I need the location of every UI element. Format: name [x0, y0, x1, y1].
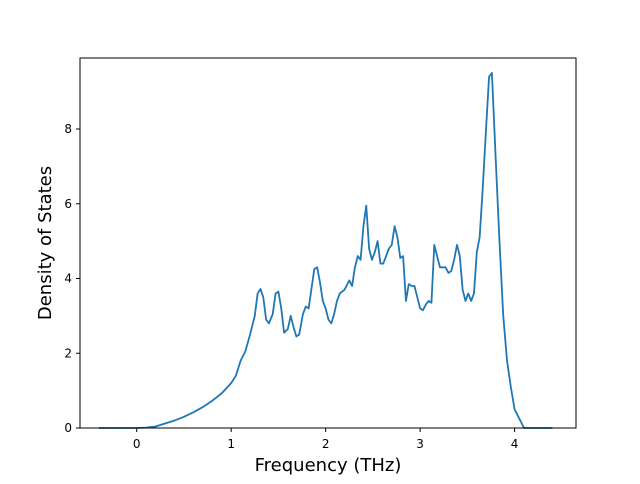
- x-tick-label: 4: [511, 437, 519, 451]
- y-tick-label: 6: [64, 197, 72, 211]
- ticks-layer: 0 1 2 3 4 0 2 4 6 8: [64, 122, 518, 451]
- y-tick-label: 4: [64, 272, 72, 286]
- x-axis-label: Frequency (THz): [255, 455, 402, 476]
- x-tick-label: 0: [133, 437, 141, 451]
- plot-area-frame: [79, 57, 577, 429]
- y-axis-label: Density of States: [35, 166, 56, 320]
- y-tick-label: 2: [64, 346, 72, 360]
- x-tick-label: 1: [227, 437, 235, 451]
- x-tick-label: 2: [322, 437, 330, 451]
- x-tick-label: 3: [416, 437, 424, 451]
- series-layer: [98, 72, 553, 429]
- y-tick-label: 8: [64, 122, 72, 136]
- y-tick-label: 0: [64, 421, 72, 435]
- dos-series-line: [98, 72, 553, 429]
